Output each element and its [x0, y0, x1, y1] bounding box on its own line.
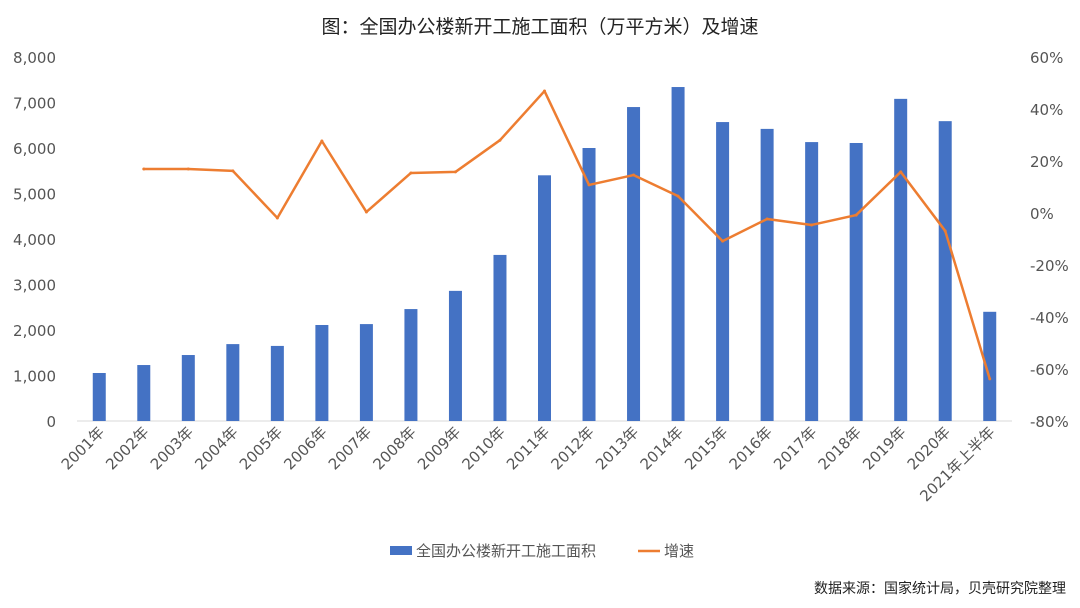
growth-point — [231, 169, 235, 173]
growth-point — [453, 170, 457, 174]
x-tick-label: 2007年 — [325, 423, 375, 473]
growth-point — [810, 223, 814, 227]
growth-point — [409, 171, 413, 175]
left-tick-label: 1,000 — [13, 368, 56, 386]
x-tick-label: 2011年 — [503, 423, 553, 473]
growth-point — [186, 167, 190, 171]
bar — [938, 121, 952, 421]
x-tick-label: 2012年 — [548, 423, 598, 473]
bar — [849, 142, 863, 421]
growth-point — [320, 139, 324, 143]
bar — [359, 324, 373, 421]
bar — [760, 128, 774, 421]
x-tick-label: 2016年 — [726, 423, 776, 473]
bar — [627, 107, 641, 422]
left-tick-label: 7,000 — [13, 95, 56, 113]
growth-point — [765, 217, 769, 221]
bar — [983, 311, 997, 421]
right-tick-label: -80% — [1030, 413, 1069, 431]
growth-point — [854, 213, 858, 217]
left-tick-label: 3,000 — [13, 277, 56, 295]
right-tick-label: 60% — [1030, 49, 1063, 67]
right-tick-label: -60% — [1030, 361, 1069, 379]
left-tick-label: 2,000 — [13, 322, 56, 340]
x-tick-label: 2013年 — [592, 423, 642, 473]
bar — [226, 344, 240, 421]
legend-line-label: 增速 — [664, 542, 694, 560]
growth-point — [676, 194, 680, 198]
bar — [92, 372, 106, 421]
right-tick-label: 40% — [1030, 101, 1063, 119]
x-tick-label: 2015年 — [681, 423, 731, 473]
x-tick-label: 2005年 — [236, 423, 286, 473]
right-tick-label: 0% — [1030, 205, 1054, 223]
x-tick-label: 2018年 — [815, 423, 865, 473]
growth-point — [543, 89, 546, 93]
growth-point — [587, 183, 591, 187]
growth-point — [943, 229, 947, 233]
left-tick-label: 6,000 — [13, 140, 56, 158]
x-tick-label: 2001年 — [58, 423, 108, 473]
growth-point — [364, 210, 368, 214]
legend: 全国办公楼新开工施工面积 增速 — [390, 542, 694, 560]
right-tick-label: -40% — [1030, 309, 1069, 327]
growth-point — [498, 138, 502, 142]
bar — [805, 142, 819, 421]
left-tick-label: 8,000 — [13, 49, 56, 67]
right-tick-label: 20% — [1030, 153, 1063, 171]
bar — [404, 309, 418, 421]
bar — [315, 324, 329, 421]
x-tick-label: 2014年 — [637, 423, 687, 473]
x-tick-label: 2003年 — [147, 423, 197, 473]
right-tick-label: -20% — [1030, 257, 1069, 275]
x-tick-label: 2010年 — [458, 423, 508, 473]
left-tick-label: 5,000 — [13, 186, 56, 204]
bar — [716, 122, 730, 421]
bar — [181, 355, 195, 421]
x-tick-label: 2008年 — [369, 423, 419, 473]
growth-point — [721, 239, 725, 243]
bar — [270, 345, 284, 421]
left-tick-label: 4,000 — [13, 231, 56, 249]
legend-bar-swatch — [390, 546, 412, 555]
growth-point — [142, 167, 146, 171]
x-tick-label: 2004年 — [191, 423, 241, 473]
legend-bar-label: 全国办公楼新开工施工面积 — [416, 542, 596, 560]
x-tick-label: 2019年 — [859, 423, 909, 473]
bar — [894, 98, 908, 422]
bar — [493, 254, 507, 421]
bar — [538, 175, 551, 421]
bar — [137, 365, 151, 421]
chart-title: 图：全国办公楼新开工施工面积（万平方米）及增速 — [321, 16, 759, 38]
growth-point — [988, 377, 992, 381]
x-tick-label: 2009年 — [414, 423, 464, 473]
growth-point — [899, 170, 903, 174]
source-note: 数据来源：国家统计局，贝壳研究院整理 — [814, 581, 1066, 597]
x-tick-label: 2017年 — [770, 423, 820, 473]
bar — [582, 148, 596, 421]
growth-point — [632, 173, 636, 177]
growth-point — [275, 216, 279, 220]
growth-line — [143, 89, 991, 380]
left-tick-label: 0 — [46, 413, 56, 431]
x-tick-label: 2002年 — [102, 423, 152, 473]
x-tick-label: 2006年 — [280, 423, 330, 473]
bar — [671, 87, 685, 421]
bar — [448, 290, 462, 421]
